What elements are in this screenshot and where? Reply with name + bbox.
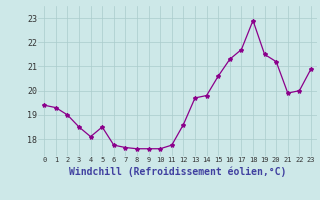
X-axis label: Windchill (Refroidissement éolien,°C): Windchill (Refroidissement éolien,°C) <box>69 166 286 177</box>
